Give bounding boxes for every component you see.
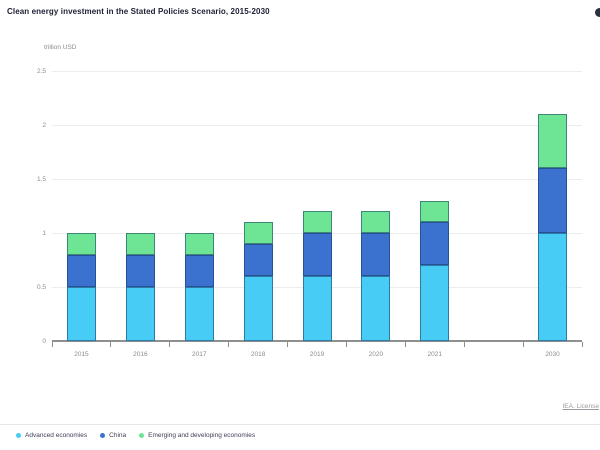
y-tick-label: 0	[42, 337, 46, 345]
x-tick-label: 2015	[74, 351, 89, 358]
x-axis-tick	[228, 342, 230, 347]
chart-title: Clean energy investment in the Stated Po…	[7, 7, 270, 16]
bar-segment-china-2030	[538, 168, 568, 233]
y-tick-label: 2.5	[36, 67, 46, 75]
legend-label: China	[109, 432, 127, 439]
bar-segment-china-2015	[66, 254, 96, 287]
bar-segment-advanced-economies-2016	[125, 287, 155, 341]
bar-segment-advanced-economies-2015	[66, 287, 96, 341]
x-tick-label: 2030	[545, 351, 560, 358]
legend-label: Advanced economies	[25, 432, 88, 439]
x-axis-tick	[581, 342, 583, 347]
bar-segment-china-2021	[420, 222, 450, 266]
legend-item-emerging-developing[interactable]: Emerging and developing economies	[139, 432, 255, 439]
bar-segment-advanced-economies-2018	[243, 276, 273, 341]
x-tick-label: 2019	[309, 351, 325, 358]
y-tick-label: 1	[42, 229, 46, 237]
y-axis-unit-label: trillion USD	[44, 44, 77, 51]
gridline	[52, 178, 582, 180]
x-axis-tick	[287, 342, 289, 347]
bar-segment-emerging-and-developing-economies-2016	[125, 233, 155, 255]
bar-segment-china-2019	[302, 233, 332, 277]
bar-segment-china-2018	[243, 243, 273, 277]
gridline	[52, 70, 582, 72]
x-tick-label: 2017	[191, 351, 207, 358]
bar-segment-advanced-economies-2020	[361, 276, 391, 341]
y-tick-label: 1.5	[36, 175, 46, 183]
legend-dot-icon	[139, 433, 145, 438]
x-axis-tick	[51, 342, 53, 347]
bar-segment-advanced-economies-2021	[420, 265, 450, 341]
bar-segment-china-2016	[125, 254, 155, 287]
bar-segment-china-2020	[361, 233, 391, 277]
bar-segment-advanced-economies-2030	[538, 233, 568, 341]
x-axis-tick	[522, 342, 524, 347]
x-axis-tick	[110, 342, 112, 347]
bar-segment-emerging-and-developing-economies-2015	[66, 233, 96, 255]
y-tick-label: 0.5	[36, 283, 46, 291]
x-axis-line	[52, 340, 582, 342]
legend-label: Emerging and developing economies	[148, 432, 256, 439]
bar-segment-emerging-and-developing-economies-2021	[420, 200, 450, 223]
legend-item-advanced-economies[interactable]: Advanced economies	[16, 432, 87, 439]
plot-area: 0 0.5 1 1.5 2 2.5 2015 2016 2017 2018 2019 2020 2021…	[37, 68, 583, 358]
x-tick-label: 2018	[250, 351, 266, 358]
bar-segment-advanced-economies-2017	[184, 287, 214, 341]
x-axis-tick	[169, 342, 171, 347]
bar-segment-emerging-and-developing-economies-2020	[361, 211, 391, 233]
x-tick-label: 2021	[427, 351, 442, 358]
bar-segment-advanced-economies-2019	[302, 276, 332, 341]
gridline	[52, 232, 582, 234]
bar-segment-china-2017	[184, 254, 214, 287]
x-axis-tick	[463, 342, 465, 347]
bar-segment-emerging-and-developing-economies-2019	[302, 211, 332, 233]
bar-segment-emerging-and-developing-economies-2017	[184, 233, 214, 255]
legend-dot-icon	[100, 433, 106, 438]
bar-segment-emerging-and-developing-economies-2018	[243, 222, 273, 244]
footer-divider	[0, 424, 600, 425]
bar-segment-emerging-and-developing-economies-2030	[538, 114, 568, 169]
chart-options-icon[interactable]	[595, 8, 600, 17]
gridline	[52, 124, 582, 126]
iea-license-link[interactable]: IEA. License	[562, 403, 600, 410]
legend-item-china[interactable]: China	[100, 432, 126, 439]
chart-legend: Advanced economies China Emerging and de…	[16, 432, 255, 439]
x-axis-tick	[345, 342, 347, 347]
y-tick-label: 2	[42, 121, 46, 129]
x-tick-label: 2016	[133, 351, 148, 358]
x-tick-label: 2020	[368, 351, 384, 358]
x-axis-tick	[404, 342, 406, 347]
legend-dot-icon	[16, 433, 21, 438]
